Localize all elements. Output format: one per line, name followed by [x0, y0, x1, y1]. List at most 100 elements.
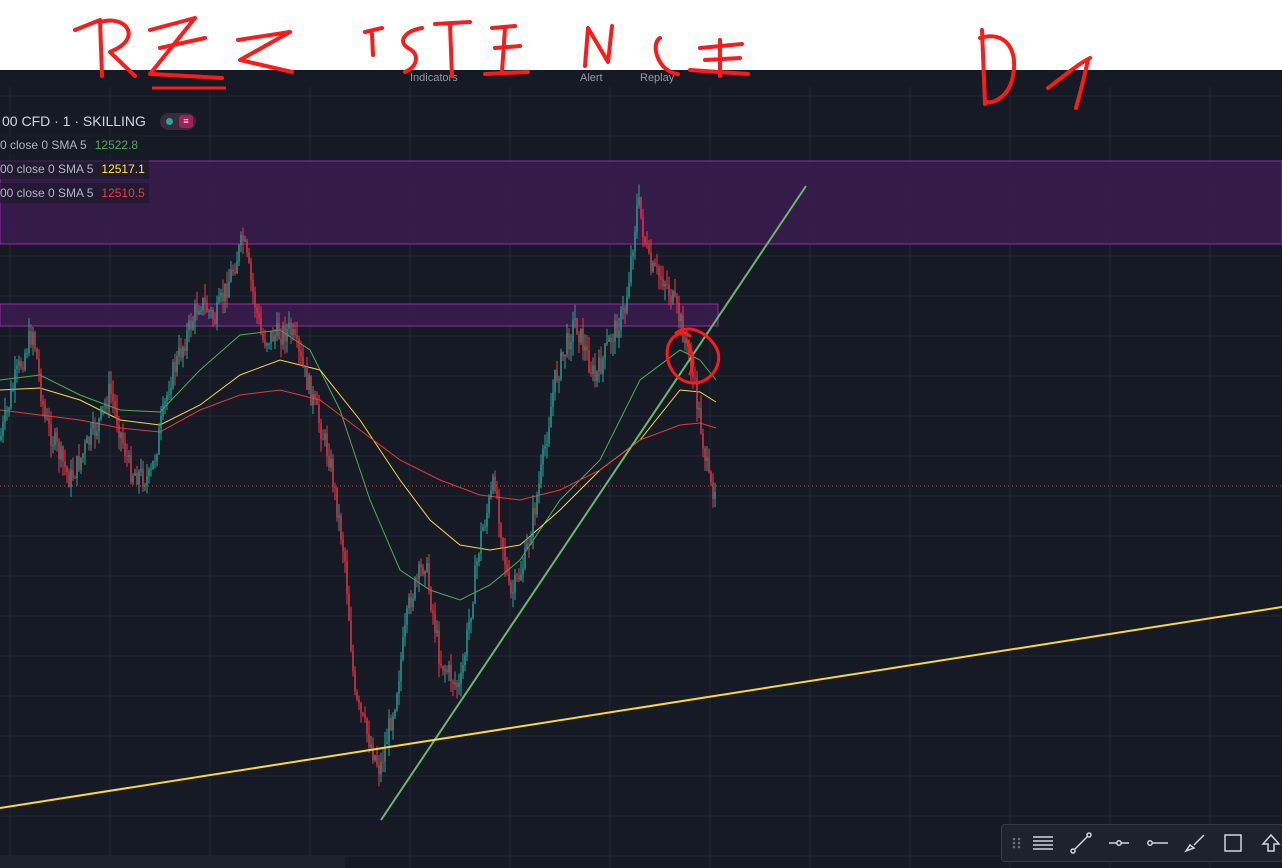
candle-body: [566, 333, 568, 355]
candle-body: [282, 325, 284, 345]
candle-body: [452, 681, 454, 685]
candle-body: [610, 337, 612, 343]
candle-body: [254, 291, 256, 308]
candle-body: [446, 669, 448, 673]
candle-body: [32, 332, 34, 345]
candle-body: [386, 742, 388, 745]
candle-body: [662, 279, 664, 287]
candle-body: [420, 564, 422, 568]
candle-body: [376, 755, 378, 765]
candle-body: [146, 476, 148, 486]
horizontal-line-icon[interactable]: [1144, 831, 1170, 855]
candle-body: [98, 418, 100, 432]
candle-body: [10, 389, 12, 408]
candle-body: [512, 592, 514, 594]
candle-body: [220, 292, 222, 297]
candle-body: [180, 347, 182, 358]
candle-body: [340, 515, 342, 540]
candle-body: [306, 366, 308, 390]
candle-body: [50, 424, 52, 446]
candle-body: [410, 597, 412, 607]
candle-body: [202, 297, 204, 311]
sma-legend-row-1[interactable]: 0 close 0 SMA 5 12522.8: [0, 135, 143, 155]
candle-body: [218, 296, 220, 303]
candle-body: [462, 665, 464, 673]
candle-body: [606, 341, 608, 344]
candle-body: [182, 347, 184, 358]
candle-body: [240, 235, 242, 246]
candle-body: [24, 353, 26, 370]
candle-body: [418, 564, 420, 579]
symbol-legend[interactable]: 00 CFD · 1 · SKILLING: [2, 113, 146, 129]
candle-body: [594, 365, 596, 382]
candle-body: [590, 372, 592, 374]
grip-icon[interactable]: [1004, 831, 1021, 855]
candle-body: [634, 231, 636, 253]
candle-body: [18, 361, 20, 366]
candle-body: [188, 320, 190, 331]
candle-body: [450, 664, 452, 682]
candle-body: [206, 302, 208, 313]
candle-body: [0, 435, 2, 440]
chart-pane[interactable]: [0, 86, 1282, 868]
candle-body: [466, 629, 468, 656]
legend-visibility-toggle[interactable]: ≡: [160, 113, 196, 130]
candle-body: [432, 610, 434, 614]
alert-fragment[interactable]: Alert: [580, 72, 603, 84]
candle-body: [638, 197, 640, 206]
price-chart[interactable]: [0, 86, 1282, 868]
candle-body: [186, 330, 188, 352]
candle-body: [58, 441, 60, 460]
candle-body: [82, 453, 84, 458]
candle-body: [506, 564, 508, 573]
sma-legend-row-3[interactable]: 00 close 0 SMA 5 12510.5: [0, 183, 149, 203]
replay-fragment[interactable]: Replay: [640, 72, 675, 84]
rectangle-icon[interactable]: [1220, 831, 1246, 855]
sma-yellow-line: [0, 359, 717, 551]
candle-body: [8, 407, 10, 410]
candle-body: [620, 309, 622, 331]
sma-green-line: [0, 329, 717, 601]
candle-body: [96, 431, 98, 436]
candle-body: [44, 404, 46, 419]
candle-body: [38, 358, 40, 373]
trend-line-icon[interactable]: [1068, 831, 1094, 855]
sma-legend-row-2[interactable]: 00 close 0 SMA 5 12517.1: [0, 159, 149, 179]
arrow-up-icon[interactable]: [1258, 831, 1282, 855]
horizontal-lines-icon[interactable]: [1030, 831, 1056, 855]
candle-body: [532, 507, 534, 538]
candle-body: [200, 310, 202, 312]
candle-body: [84, 443, 86, 454]
candle-body: [62, 446, 64, 462]
candle-body: [12, 389, 14, 391]
candle-body: [324, 433, 326, 440]
candle-body: [144, 485, 146, 487]
horizontal-ray-icon[interactable]: [1106, 831, 1132, 855]
candle-body: [712, 482, 714, 500]
candle-body: [274, 335, 276, 342]
candle-body: [66, 466, 68, 473]
candle-body: [92, 422, 94, 429]
candle-body: [336, 487, 338, 518]
candle-body: [400, 659, 402, 682]
candle-body: [704, 448, 706, 461]
brush-icon[interactable]: [1182, 831, 1208, 855]
candle-body: [130, 455, 132, 483]
candle-body: [714, 491, 716, 500]
candle-body: [424, 571, 426, 575]
candle-body: [680, 315, 682, 322]
candle-body: [88, 437, 90, 445]
candle-body: [328, 455, 330, 468]
candle-body: [700, 407, 702, 434]
candle-body: [440, 663, 442, 666]
candle-body: [464, 655, 466, 666]
candle-body: [262, 333, 264, 340]
candle-body: [490, 490, 492, 498]
candle-body: [112, 393, 114, 402]
candle-body: [124, 443, 126, 457]
candle-body: [172, 362, 174, 389]
candle-body: [196, 304, 198, 315]
indicators-fragment[interactable]: Indicators: [410, 72, 458, 84]
candle-body: [534, 507, 536, 515]
candle-body: [378, 764, 380, 775]
